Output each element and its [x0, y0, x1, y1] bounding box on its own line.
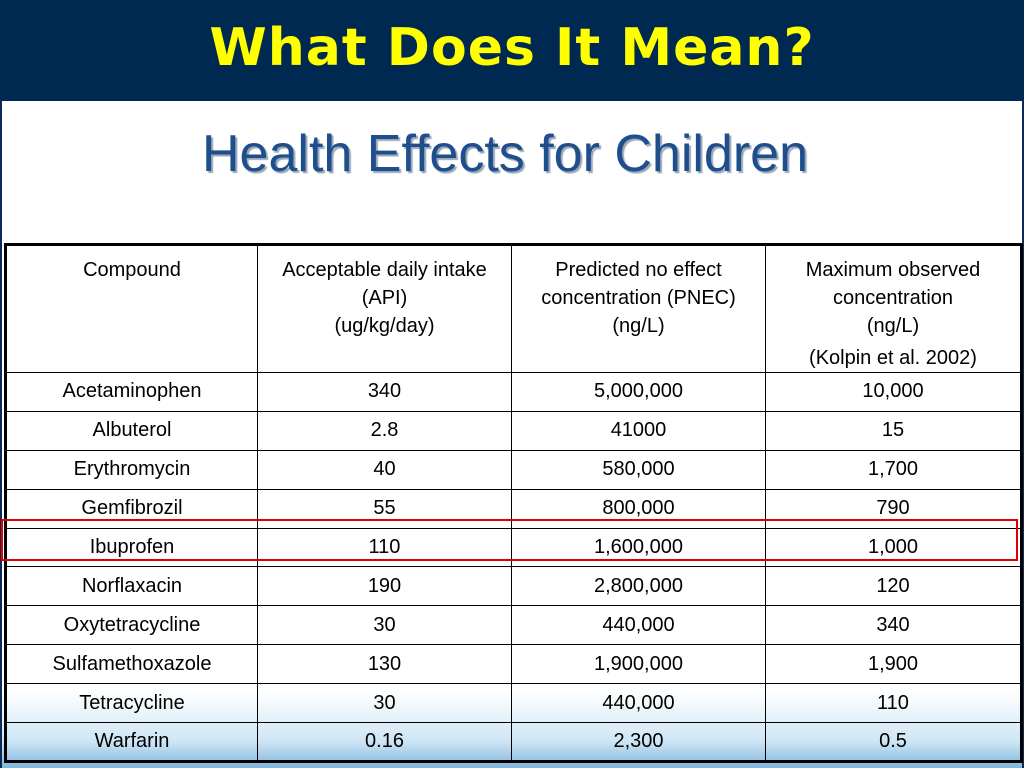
cell-max-observed: 15: [765, 410, 1022, 451]
header-compound-label: Compound: [83, 259, 181, 281]
slide-header: What Does It Mean?: [0, 0, 1024, 101]
cell-pnec: 5,000,000: [511, 372, 766, 412]
cell-max-observed: 340: [765, 605, 1022, 646]
header-adi: Acceptable daily intake (API) (ug/kg/day…: [257, 244, 512, 373]
header-max-citation: (Kolpin et al. 2002): [809, 347, 977, 369]
header-pnec-line3: (ng/L): [612, 315, 665, 337]
cell-pnec: 41000: [511, 410, 766, 451]
table-row: Tetracycline 30 440,000 110: [5, 683, 1022, 724]
slide-title: What Does It Mean?: [209, 18, 815, 78]
cell-compound: Acetaminophen: [5, 372, 258, 412]
cell-compound: Norflaxacin: [5, 566, 258, 607]
cell-adi: 130: [257, 644, 512, 685]
table-row: Norflaxacin 190 2,800,000 120: [5, 566, 1022, 607]
cell-compound: Warfarin: [5, 722, 258, 762]
header-compound: Compound: [5, 244, 258, 373]
cell-adi: 190: [257, 566, 512, 607]
header-pnec-line1: Predicted no effect: [555, 259, 722, 281]
table-row: Albuterol 2.8 41000 15: [5, 410, 1022, 451]
header-max-line3: (ng/L): [866, 315, 920, 337]
cell-compound: Ibuprofen: [5, 527, 258, 568]
table-row: Gemfibrozil 55 800,000 790: [5, 488, 1022, 529]
cell-max-observed: 10,000: [765, 372, 1022, 412]
cell-adi: 30: [257, 683, 512, 724]
header-adi-line2: (API): [361, 287, 408, 309]
table-row: Sulfamethoxazole 130 1,900,000 1,900: [5, 644, 1022, 685]
cell-compound: Sulfamethoxazole: [5, 644, 258, 685]
table-body: Acetaminophen 340 5,000,000 10,000 Albut…: [5, 372, 1022, 762]
header-adi-line3: (ug/kg/day): [334, 315, 435, 337]
cell-max-observed: 1,900: [765, 644, 1022, 685]
left-border: [0, 101, 2, 768]
table-row: Oxytetracycline 30 440,000 340: [5, 605, 1022, 646]
cell-adi: 55: [257, 488, 512, 529]
cell-compound: Albuterol: [5, 410, 258, 451]
cell-adi: 110: [257, 527, 512, 568]
cell-pnec: 2,800,000: [511, 566, 766, 607]
header-pnec: Predicted no effect concentration (PNEC)…: [511, 244, 766, 373]
cell-pnec: 1,900,000: [511, 644, 766, 685]
table-row: Acetaminophen 340 5,000,000 10,000: [5, 372, 1022, 412]
right-border: [1022, 101, 1024, 768]
cell-max-observed: 110: [765, 683, 1022, 724]
table-row: Warfarin 0.16 2,300 0.5: [5, 722, 1022, 762]
cell-adi: 2.8: [257, 410, 512, 451]
cell-pnec: 440,000: [511, 683, 766, 724]
header-max-line1: Maximum observed: [805, 259, 981, 281]
cell-pnec: 1,600,000: [511, 527, 766, 568]
cell-max-observed: 1,000: [765, 527, 1022, 568]
cell-compound: Gemfibrozil: [5, 488, 258, 529]
health-effects-table: Compound Acceptable daily intake (API) (…: [4, 243, 1023, 763]
table-row: Erythromycin 40 580,000 1,700: [5, 449, 1022, 490]
cell-adi: 30: [257, 605, 512, 646]
cell-compound: Erythromycin: [5, 449, 258, 490]
cell-adi: 40: [257, 449, 512, 490]
cell-adi: 0.16: [257, 722, 512, 762]
header-pnec-line2: concentration (PNEC): [541, 287, 736, 309]
header-adi-line1: Acceptable daily intake: [282, 259, 487, 281]
slide-subtitle: Health Effects for Children: [202, 125, 808, 183]
cell-pnec: 800,000: [511, 488, 766, 529]
cell-compound: Oxytetracycline: [5, 605, 258, 646]
cell-pnec: 440,000: [511, 605, 766, 646]
cell-pnec: 580,000: [511, 449, 766, 490]
cell-max-observed: 0.5: [765, 722, 1022, 762]
cell-compound: Tetracycline: [5, 683, 258, 724]
cell-adi: 340: [257, 372, 512, 412]
header-max-observed: Maximum observed concentration (ng/L) (K…: [765, 244, 1022, 373]
cell-max-observed: 1,700: [765, 449, 1022, 490]
header-max-line2: concentration: [832, 287, 954, 309]
cell-pnec: 2,300: [511, 722, 766, 762]
cell-max-observed: 120: [765, 566, 1022, 607]
table-row-highlighted: Ibuprofen 110 1,600,000 1,000: [5, 527, 1022, 568]
table-header-row: Compound Acceptable daily intake (API) (…: [5, 244, 1022, 373]
cell-max-observed: 790: [765, 488, 1022, 529]
